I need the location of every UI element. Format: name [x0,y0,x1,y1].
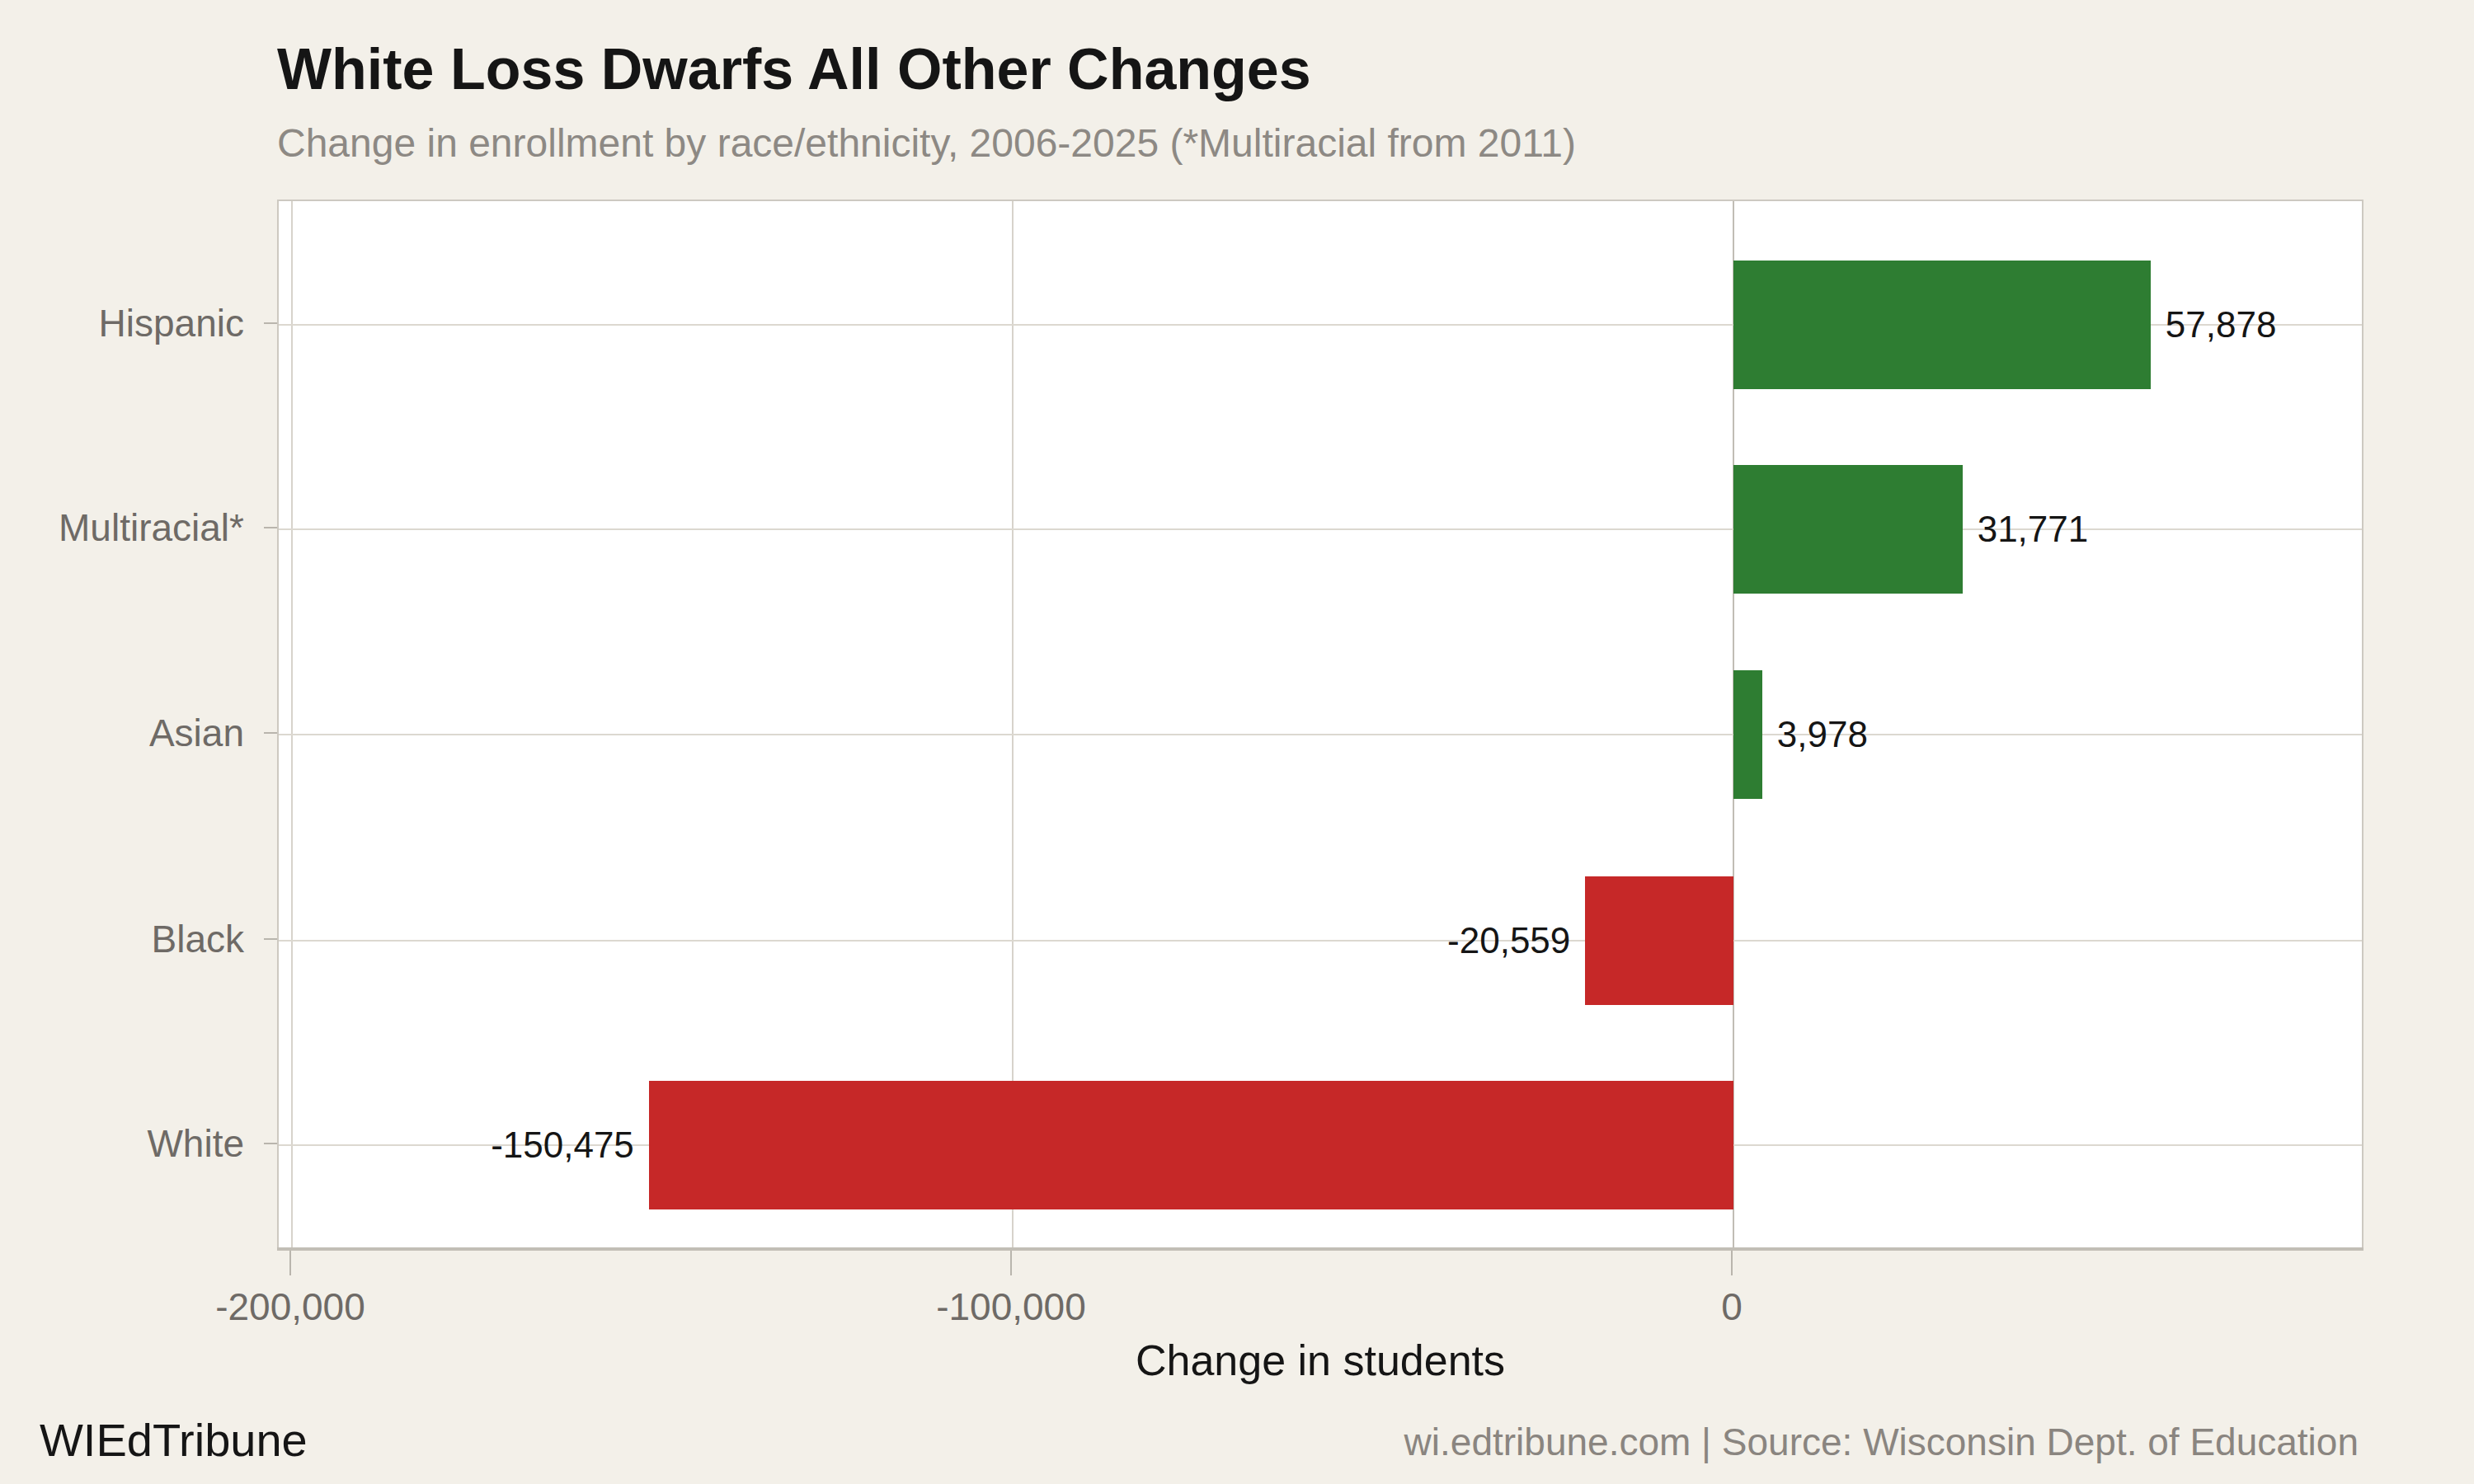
y-axis-tick-black [264,938,277,940]
x-axis-title: Change in students [277,1336,2363,1385]
value-label-asian: 3,978 [1777,714,1868,755]
value-label-white: -150,475 [491,1125,634,1166]
chart-canvas: White Loss Dwarfs All Other Changes Chan… [0,0,2474,1484]
y-axis-tick-multiracial [264,527,277,528]
bar-asian [1733,670,1762,799]
category-label-black: Black [0,917,244,961]
x-tick-label-0: 0 [1608,1284,1856,1329]
value-label-multiracial: 31,771 [1978,509,2089,550]
x-tick-label-100-000: -100,000 [887,1284,1135,1329]
bar-black [1585,876,1733,1005]
x-axis-tick-0 [1731,1251,1733,1275]
x-tick-label-200-000: -200,000 [167,1284,414,1329]
y-axis-tick-hispanic [264,322,277,324]
footer-source: wi.edtribune.com | Source: Wisconsin Dep… [1404,1420,2359,1464]
x-axis-tick-100-000 [1010,1251,1012,1275]
bar-white [649,1081,1733,1209]
gridline-y-black [279,940,2362,942]
category-axis: Hispanic Multiracial* Asian Black White [0,0,244,1484]
y-axis-tick-white [264,1143,277,1144]
category-label-white: White [0,1121,244,1166]
category-label-hispanic: Hispanic [0,301,244,345]
y-axis-tick-asian [264,732,277,734]
footer-brand: WIEdTribune [40,1413,308,1467]
plot-area: 57,878 31,771 3,978 -20,559 -150,475 [277,200,2363,1249]
gridline-x-200-000 [291,201,293,1247]
x-axis-tick-200-000 [289,1251,291,1275]
x-axis-line [277,1247,2363,1251]
value-label-black: -20,559 [1447,920,1570,961]
bar-multiracial [1733,465,1963,594]
chart-subtitle: Change in enrollment by race/ethnicity, … [277,120,1576,166]
gridline-y-asian [279,734,2362,735]
category-label-asian: Asian [0,711,244,755]
bar-hispanic [1733,261,2151,389]
category-label-multiracial: Multiracial* [0,505,244,550]
value-label-hispanic: 57,878 [2166,304,2277,345]
chart-title: White Loss Dwarfs All Other Changes [277,36,1311,102]
